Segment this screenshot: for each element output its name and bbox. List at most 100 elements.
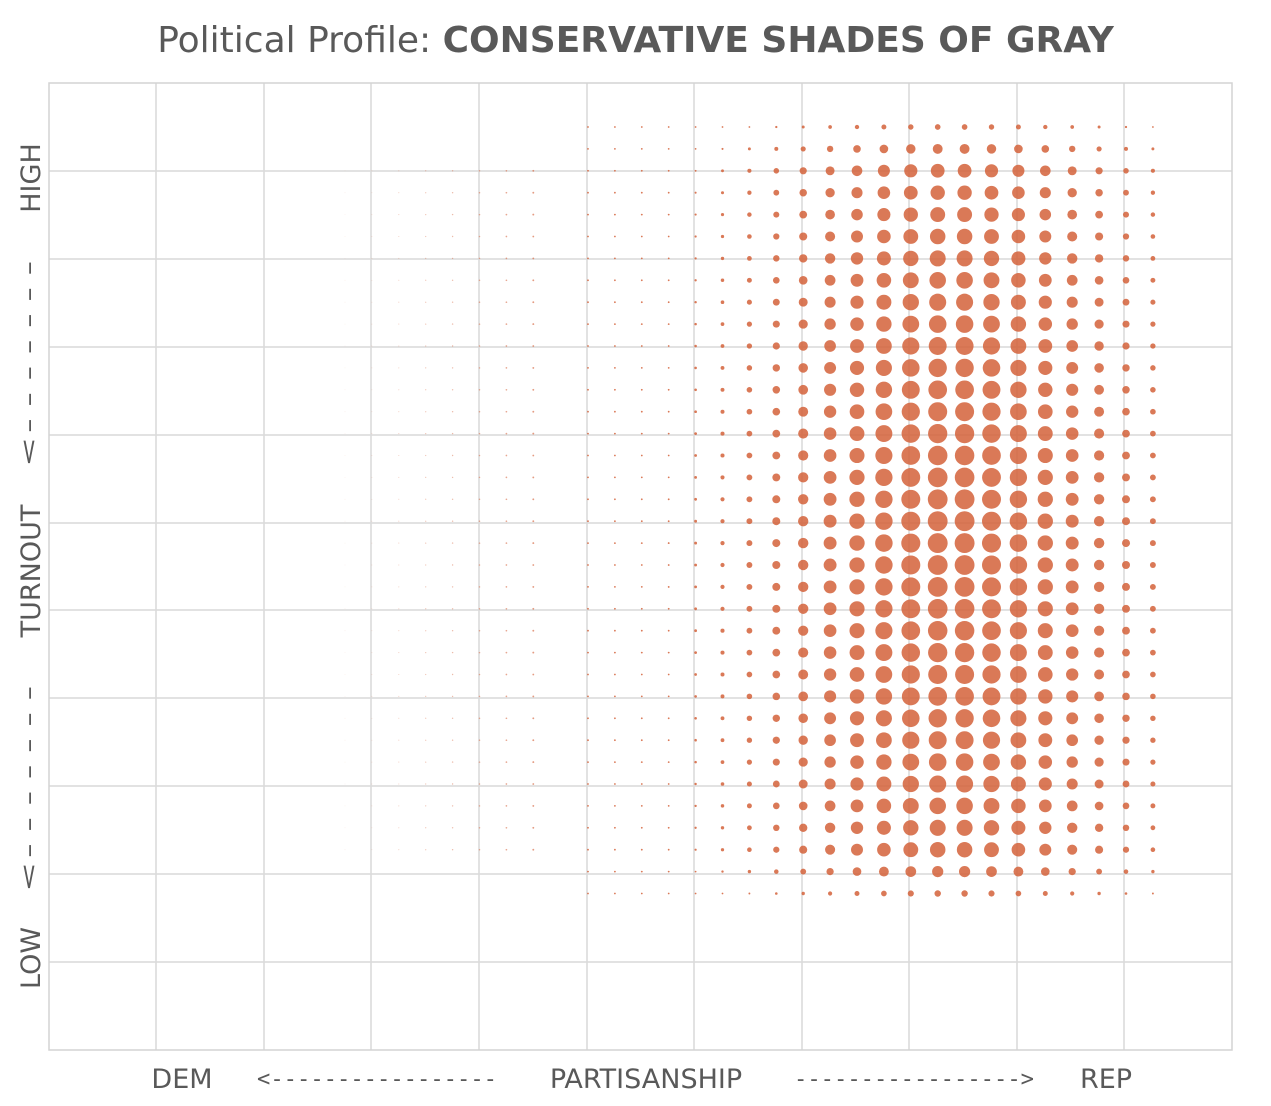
data-point [957,207,973,223]
faint-data-point [371,695,373,697]
data-point [667,279,670,282]
data-point [640,169,643,172]
faint-data-point [505,848,508,851]
faint-data-point [425,235,427,238]
faint-data-point [344,761,346,763]
data-point [902,337,920,355]
faint-data-point [425,673,427,676]
data-point [982,446,1001,465]
data-point [1038,295,1052,309]
data-point [901,380,920,399]
data-point [984,164,999,178]
data-point [694,738,697,742]
faint-data-point [425,783,427,785]
faint-data-point [478,848,481,851]
data-point [1150,825,1156,831]
data-point [614,476,616,479]
data-point [981,511,1002,531]
data-point [1011,273,1026,288]
data-point [852,867,862,876]
data-point [1010,316,1027,332]
data-point [720,278,725,283]
faint-data-point [505,520,508,523]
faint-data-point [478,498,481,501]
data-point [587,388,589,391]
data-point [928,665,948,684]
data-point [800,868,807,875]
data-point [694,213,697,216]
data-point [824,822,836,833]
data-point [614,279,616,282]
faint-data-point [425,192,427,194]
data-point [986,866,997,877]
data-point [1066,361,1079,374]
data-point [1151,869,1155,874]
data-point [929,841,946,858]
faint-data-point [505,805,508,807]
faint-data-point [451,717,454,719]
data-point [1012,164,1025,177]
data-point [614,783,616,785]
data-point [1152,126,1154,128]
data-point [981,555,1002,575]
faint-data-point [505,761,508,763]
data-point [961,890,968,897]
data-point [614,673,616,676]
data-point [747,190,752,195]
data-point [1066,296,1078,308]
faint-data-point [398,608,400,610]
data-point [746,803,752,809]
faint-data-point [371,170,373,172]
data-point [614,520,616,523]
data-point [901,511,921,531]
data-point [720,848,725,852]
faint-data-point [371,279,373,281]
faint-data-point [478,783,481,785]
data-point [747,256,752,261]
data-point [667,148,670,150]
faint-data-point [478,761,481,763]
data-point [746,299,752,305]
data-point [1149,540,1156,547]
faint-data-point [505,367,508,369]
data-point [747,847,752,853]
data-point [927,511,948,532]
data-point [1066,778,1078,790]
data-point [694,497,698,501]
faint-data-point [398,214,400,216]
data-point [1122,364,1130,372]
data-point [824,756,836,768]
data-point [823,492,837,506]
data-point [720,497,725,502]
faint-data-point [425,170,427,172]
data-point [929,293,947,311]
data-point [928,358,947,378]
faint-data-point [425,849,427,851]
data-point [640,586,643,588]
data-point [1065,471,1079,484]
data-point [934,890,941,897]
faint-data-point [478,345,481,347]
grid-layer [49,83,1232,1050]
data-point [772,451,781,460]
data-point [825,844,836,855]
data-point [1066,712,1079,725]
data-point [667,454,670,457]
data-point [1150,452,1156,459]
faint-data-point [478,717,481,720]
data-point [614,148,616,150]
faint-data-point [532,585,535,588]
faint-data-point [344,586,346,588]
data-point [825,166,835,176]
data-point [587,607,589,610]
data-point [640,564,643,566]
faint-data-point [344,389,346,391]
data-point [875,710,892,727]
data-point [1039,821,1052,834]
data-point [929,797,946,815]
data-point [667,191,670,194]
data-point [640,126,643,128]
faint-data-point [344,652,346,653]
faint-data-point [425,542,427,544]
data-point [1065,492,1079,506]
